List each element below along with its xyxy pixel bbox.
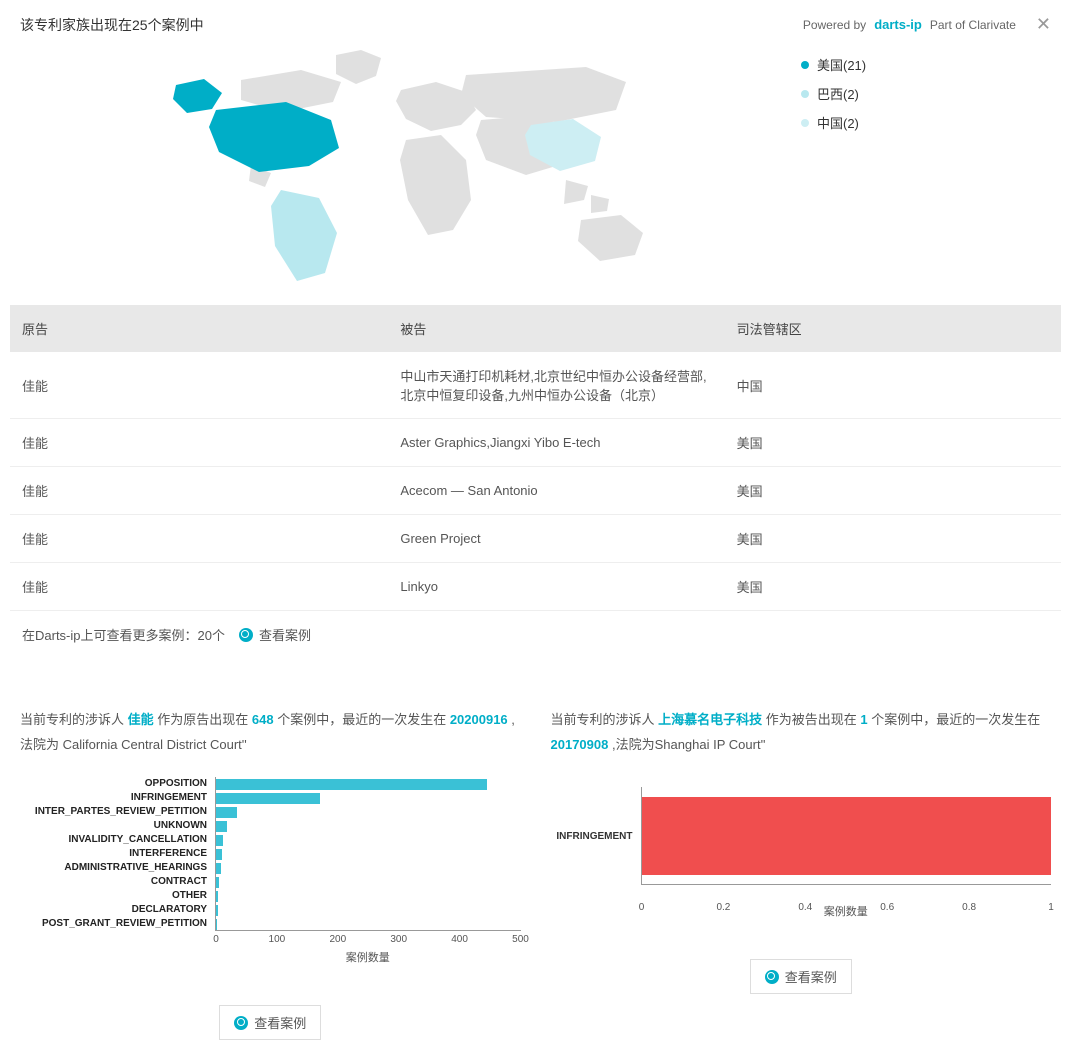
bar-label: INVALIDITY_CANCELLATION xyxy=(20,833,207,847)
legend-label: 美国(21) xyxy=(817,55,866,74)
legend-label: 中国(2) xyxy=(817,113,859,132)
latest-date: 20170908 xyxy=(551,737,609,752)
bar-label: INFRINGEMENT xyxy=(20,791,207,805)
bar xyxy=(216,821,227,832)
bar-label: POST_GRANT_REVIEW_PETITION xyxy=(20,917,207,931)
table-row[interactable]: 佳能Linkyo美国 xyxy=(10,563,1061,611)
bar xyxy=(216,835,223,846)
bar xyxy=(216,877,219,888)
bar xyxy=(216,863,221,874)
bar xyxy=(216,793,320,804)
table-row[interactable]: 佳能中山市天通打印机耗材,北京世纪中恒办公设备经营部,北京中恒复印设备,九州中恒… xyxy=(10,352,1061,419)
darts-logo: darts-ip xyxy=(874,17,922,32)
bar xyxy=(216,919,217,930)
latest-date: 20200916 xyxy=(450,712,508,727)
entity-name: 上海慕名电子科技 xyxy=(658,712,762,727)
close-icon[interactable]: ✕ xyxy=(1036,14,1051,35)
world-map xyxy=(20,45,801,285)
view-label: 查看案例 xyxy=(259,625,311,644)
defendant-desc: 当前专利的涉诉人 上海慕名电子科技 作为被告出现在 1 个案例中，最近的一次发生… xyxy=(551,708,1052,757)
view-label: 查看案例 xyxy=(254,1013,306,1032)
bar-label: INTERFERENCE xyxy=(20,847,207,861)
bar xyxy=(216,849,222,860)
view-icon xyxy=(765,970,779,984)
table-row[interactable]: 佳能Green Project美国 xyxy=(10,515,1061,563)
entity-name: 佳能 xyxy=(128,712,154,727)
map-section: 美国(21) 巴西(2) 中国(2) xyxy=(0,45,1071,305)
bar-label: OTHER xyxy=(20,889,207,903)
charts-section: 当前专利的涉诉人 佳能 作为原告出现在 648 个案例中，最近的一次发生在 20… xyxy=(0,658,1071,1060)
legend-dot xyxy=(801,61,809,69)
bar-label: INFRINGEMENT xyxy=(551,831,641,842)
col-plaintiff: 原告 xyxy=(10,305,388,352)
table-header-row: 原告 被告 司法管辖区 xyxy=(10,305,1061,352)
map-legend: 美国(21) 巴西(2) 中国(2) xyxy=(801,45,1051,285)
view-cases-link[interactable]: 查看案例 xyxy=(239,625,311,644)
header: 该专利家族出现在25个案例中 Powered by darts-ip Part … xyxy=(0,0,1071,45)
legend-item-cn: 中国(2) xyxy=(801,113,1051,132)
case-count: 648 xyxy=(252,712,274,727)
more-cases-row: 在Darts-ip上可查看更多案例：20个 查看案例 xyxy=(10,611,1061,658)
view-defendant-cases-button[interactable]: 查看案例 xyxy=(750,959,852,994)
header-right: Powered by darts-ip Part of Clarivate ✕ xyxy=(803,14,1051,35)
powered-by-label: Powered by xyxy=(803,18,866,32)
view-label: 查看案例 xyxy=(785,967,837,986)
page-title: 该专利家族出现在25个案例中 xyxy=(20,15,204,35)
view-icon xyxy=(234,1016,248,1030)
col-jurisdiction: 司法管辖区 xyxy=(725,305,1061,352)
defendant-bar-chart: INFRINGEMENT 00.20.40.60.81 xyxy=(551,787,1052,885)
legend-label: 巴西(2) xyxy=(817,84,859,103)
case-count: 1 xyxy=(860,712,867,727)
bar-label: ADMINISTRATIVE_HEARINGS xyxy=(20,861,207,875)
bar-label: DECLARATORY xyxy=(20,903,207,917)
cases-table: 原告 被告 司法管辖区 佳能中山市天通打印机耗材,北京世纪中恒办公设备经营部,北… xyxy=(0,305,1071,658)
bar-label: OPPOSITION xyxy=(20,777,207,791)
defendant-chart-block: 当前专利的涉诉人 上海慕名电子科技 作为被告出现在 1 个案例中，最近的一次发生… xyxy=(551,708,1052,1040)
bar xyxy=(216,779,487,790)
plaintiff-chart-block: 当前专利的涉诉人 佳能 作为原告出现在 648 个案例中，最近的一次发生在 20… xyxy=(20,708,521,1040)
view-icon xyxy=(239,628,253,642)
x-axis-label: 案例数量 xyxy=(215,949,521,965)
col-defendant: 被告 xyxy=(388,305,724,352)
legend-dot xyxy=(801,90,809,98)
bar xyxy=(216,807,237,818)
bar-label: INTER_PARTES_REVIEW_PETITION xyxy=(20,805,207,819)
view-plaintiff-cases-button[interactable]: 查看案例 xyxy=(219,1005,321,1040)
plaintiff-bar-chart: OPPOSITIONINFRINGEMENTINTER_PARTES_REVIE… xyxy=(20,777,521,931)
bar xyxy=(642,797,1052,875)
table-row[interactable]: 佳能Acecom — San Antonio美国 xyxy=(10,467,1061,515)
bar xyxy=(216,905,218,916)
tagline: Part of Clarivate xyxy=(930,18,1016,32)
x-axis-label: 案例数量 xyxy=(641,903,1052,919)
legend-item-br: 巴西(2) xyxy=(801,84,1051,103)
bar xyxy=(216,891,218,902)
plaintiff-desc: 当前专利的涉诉人 佳能 作为原告出现在 648 个案例中，最近的一次发生在 20… xyxy=(20,708,521,757)
bar-label: UNKNOWN xyxy=(20,819,207,833)
more-cases-text: 在Darts-ip上可查看更多案例：20个 xyxy=(22,625,225,644)
legend-dot xyxy=(801,119,809,127)
legend-item-us: 美国(21) xyxy=(801,55,1051,74)
table-row[interactable]: 佳能Aster Graphics,Jiangxi Yibo E-tech美国 xyxy=(10,419,1061,467)
bar-label: CONTRACT xyxy=(20,875,207,889)
